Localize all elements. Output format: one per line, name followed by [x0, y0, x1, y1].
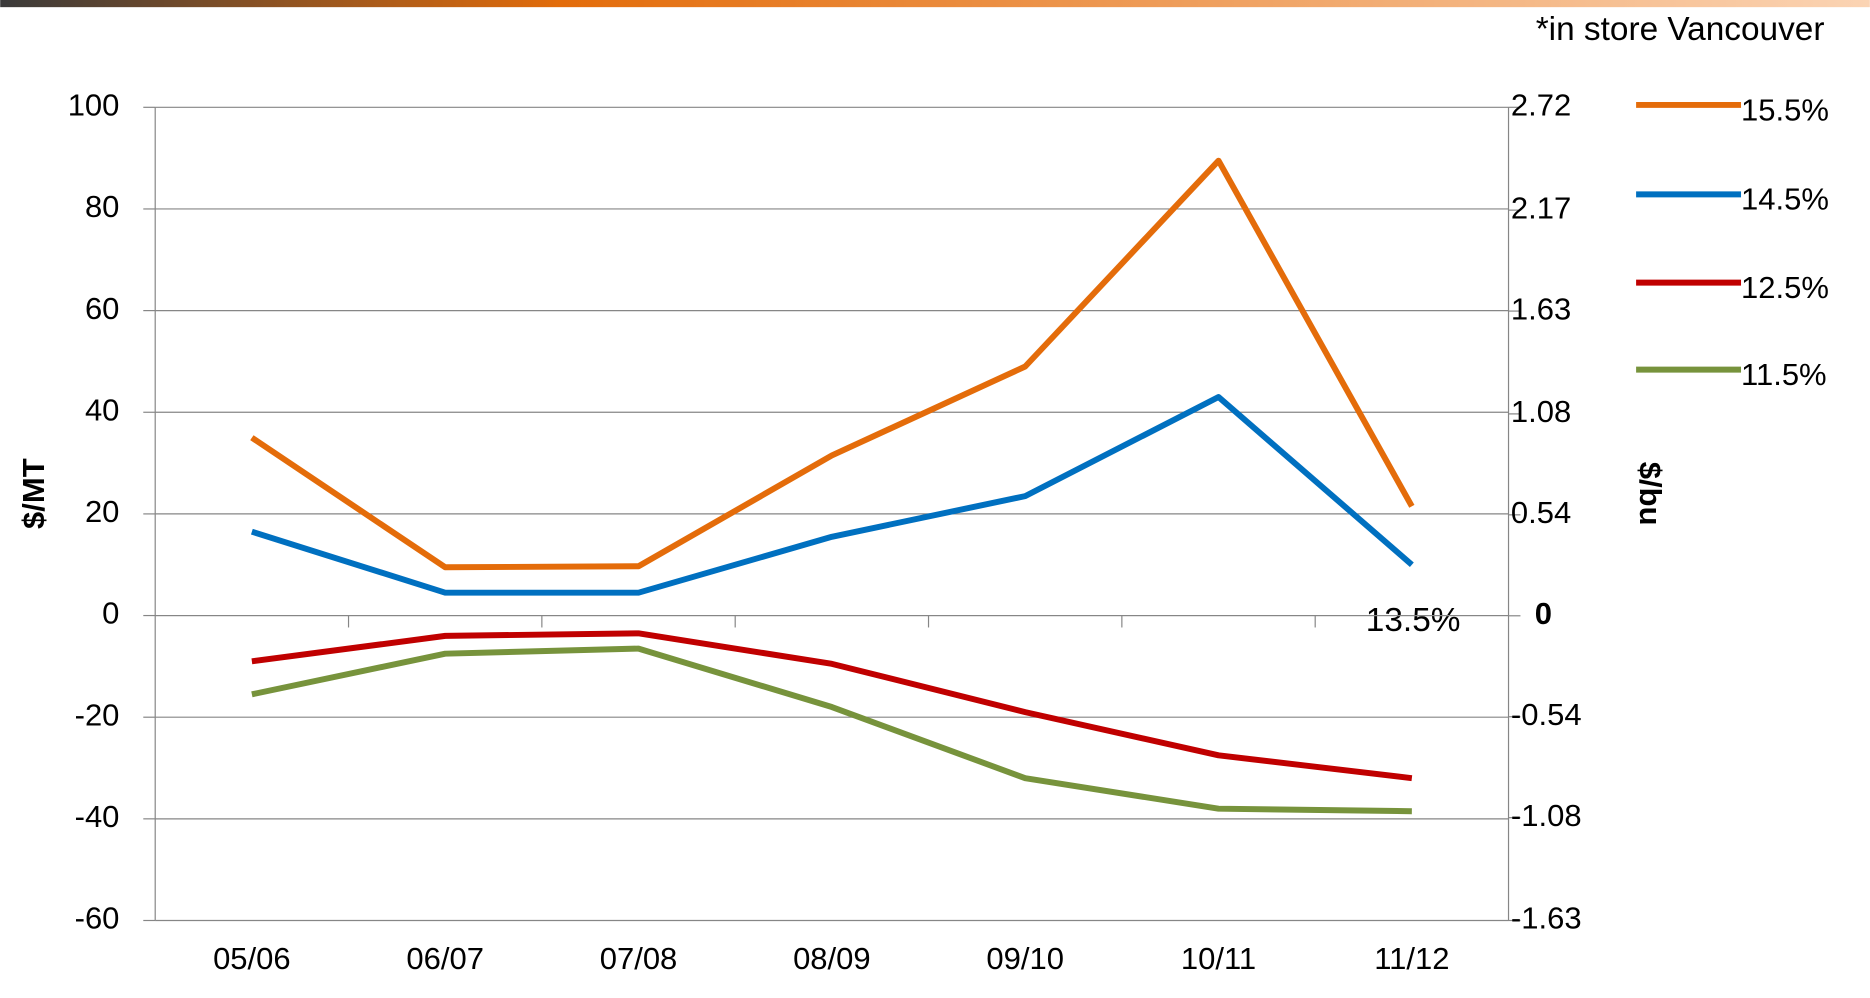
y-tick-label: -40: [75, 799, 120, 834]
x-tick-label: 10/11: [1181, 941, 1256, 976]
y2-tick-label: -1.08: [1511, 798, 1582, 833]
legend-label: 12.5%: [1741, 270, 1829, 305]
y-tick-label: 20: [85, 494, 119, 529]
x-tick-label: 08/09: [793, 941, 871, 976]
y2-tick-label: 0: [1535, 596, 1552, 631]
header-bar: [0, 0, 1870, 8]
x-tick-label: 11/12: [1374, 941, 1449, 976]
x-tick-label: 06/07: [406, 941, 484, 976]
series-line: [251, 645, 1412, 815]
y-tick-label: 40: [85, 392, 119, 427]
y-tick-label: 0: [102, 596, 119, 631]
legend-label: 15.5%: [1741, 92, 1829, 127]
x-tick-label: 07/08: [600, 941, 678, 976]
x-tick-label: 09/10: [986, 941, 1064, 976]
y-tick-label: -20: [75, 697, 120, 732]
series-line: [250, 394, 1414, 596]
legend-label: 14.5%: [1741, 182, 1829, 217]
y2-tick-label: 0.54: [1511, 495, 1571, 530]
annotation: 13.5%: [1366, 602, 1461, 639]
y-tick-label: -60: [75, 901, 120, 936]
y2-tick-label: 2.17: [1511, 190, 1571, 225]
y-tick-label: 80: [85, 189, 119, 224]
y-tick-label: 100: [68, 87, 120, 122]
y2-tick-label: -1.63: [1511, 901, 1582, 936]
legend-label: 11.5%: [1741, 357, 1827, 392]
y2-tick-label: 1.63: [1511, 291, 1571, 326]
note: *in store Vancouver: [1536, 11, 1825, 48]
y-axis-label: $/MT: [16, 458, 51, 529]
y2-tick-label: 1.08: [1511, 394, 1571, 429]
y2-tick-label: 2.72: [1511, 87, 1571, 122]
y2-axis-label: $/bu: [1633, 462, 1668, 526]
series-line: [250, 157, 1415, 571]
y-tick-label: 60: [85, 291, 119, 326]
series-line: [251, 630, 1413, 782]
y2-tick-label: -0.54: [1511, 697, 1582, 732]
x-tick-label: 05/06: [213, 941, 291, 976]
